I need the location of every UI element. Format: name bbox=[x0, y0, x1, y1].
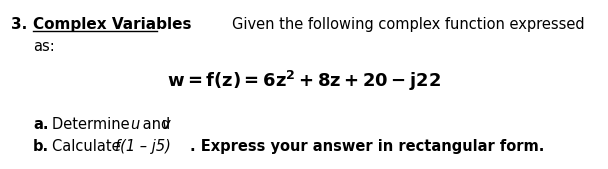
Text: 3.: 3. bbox=[11, 17, 27, 32]
Text: Determine: Determine bbox=[52, 117, 134, 132]
Text: b.: b. bbox=[33, 139, 49, 154]
Text: . Express your answer in rectangular form.: . Express your answer in rectangular for… bbox=[190, 139, 544, 154]
Text: a.: a. bbox=[33, 117, 49, 132]
Text: f(1 – j5): f(1 – j5) bbox=[115, 139, 171, 154]
Text: and: and bbox=[138, 117, 175, 132]
Text: u: u bbox=[130, 117, 139, 132]
Text: $\mathbf{w = f(z) = 6z^{2} + 8z + 20 - j22}$: $\mathbf{w = f(z) = 6z^{2} + 8z + 20 - j… bbox=[167, 69, 441, 93]
Text: Calculate: Calculate bbox=[52, 139, 125, 154]
Text: v: v bbox=[162, 117, 171, 132]
Text: Complex Variables: Complex Variables bbox=[33, 17, 192, 32]
Text: as:: as: bbox=[33, 39, 55, 54]
Text: Given the following complex function expressed: Given the following complex function exp… bbox=[232, 17, 585, 32]
